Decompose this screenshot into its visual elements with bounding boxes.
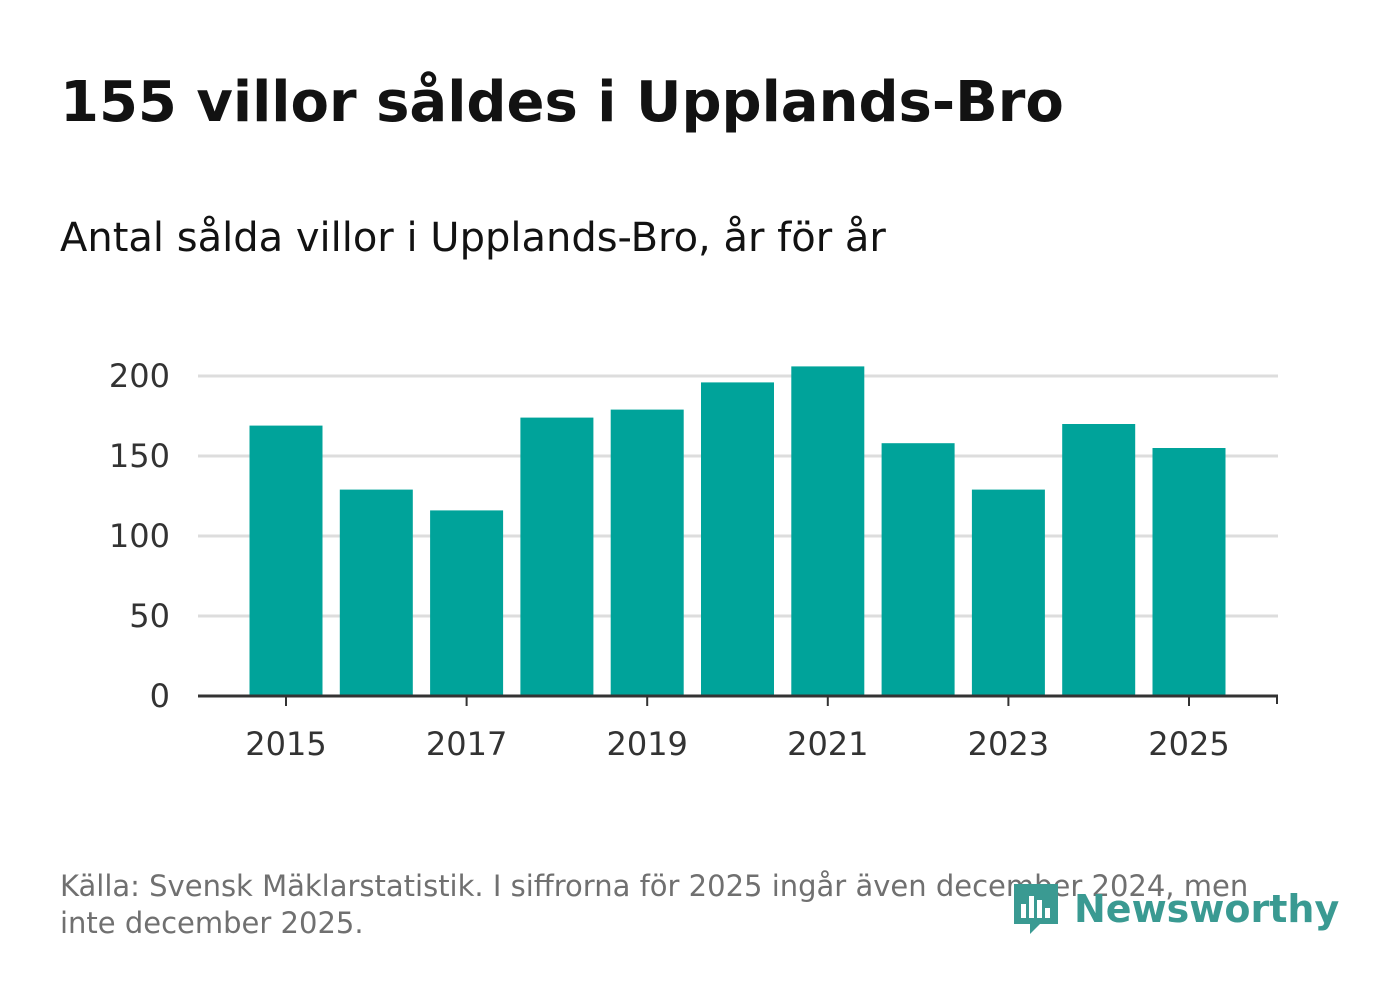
bar-2020 [701,382,774,696]
bar-chart: 0 50 100 150 200 2015 2017 2019 2021 2023 2025 [109,357,1278,763]
bar-2018 [520,417,594,696]
x-tick-label-2025: 2025 [1148,725,1229,763]
bar-2021 [791,366,865,696]
y-tick-label-50: 50 [129,597,170,635]
x-tick-label-2021: 2021 [787,725,868,763]
bar-2019 [610,409,684,696]
bar-2024 [1062,424,1136,696]
newsworthy-logo-text: Newsworthy [1074,887,1340,931]
y-tick-label-100: 100 [109,517,170,555]
x-tick-label-2023: 2023 [968,725,1049,763]
y-tick-label-0: 0 [150,677,170,715]
bar-2022 [881,443,955,696]
x-tick-label-2017: 2017 [426,725,507,763]
bars [249,366,1226,696]
x-tick-label-2019: 2019 [606,725,687,763]
bar-2016 [339,489,413,696]
bar-2015 [249,425,323,696]
x-tick-label-2015: 2015 [245,725,326,763]
bar-2023 [971,489,1045,696]
y-tick-label-150: 150 [109,437,170,475]
y-tick-label-200: 200 [109,357,170,395]
newsworthy-logo-icon [1014,884,1058,934]
bar-2025 [1152,448,1226,696]
newsworthy-logo: Newsworthy [1010,880,1339,938]
y-axis-ticks: 0 50 100 150 200 [109,357,170,715]
x-axis: 2015 2017 2019 2021 2023 2025 [198,694,1278,763]
bar-2017 [430,510,504,696]
chart-title: 155 villor såldes i Upplands-Bro [60,70,1064,135]
chart-subtitle: Antal sålda villor i Upplands-Bro, år fö… [60,215,886,261]
